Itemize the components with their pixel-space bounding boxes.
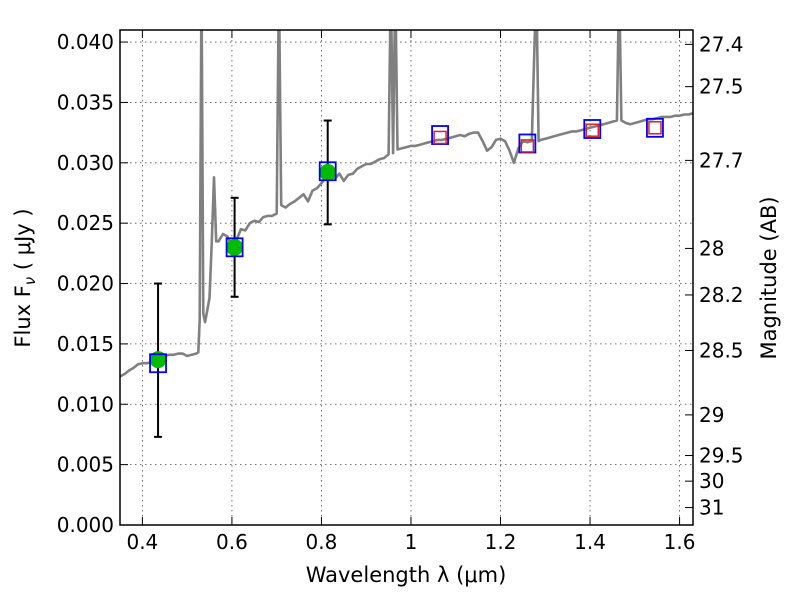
y-axis-label: Flux Fν ( μJy ) <box>11 208 39 347</box>
mag-tick-label: 27.4 <box>699 32 744 56</box>
y-tick-label: 0.040 <box>57 30 114 54</box>
observed-point <box>226 238 244 256</box>
x-tick-label: 0.8 <box>306 530 338 554</box>
mag-tick-label: 28.5 <box>699 338 744 362</box>
x-tick-label: 0.4 <box>126 530 158 554</box>
y-axis-label-prefix: Flux F <box>11 285 35 347</box>
model-square <box>318 161 337 182</box>
x-tick-label: 1.4 <box>574 530 606 554</box>
spectrum-line <box>120 30 693 378</box>
marker-layer <box>149 117 664 438</box>
limit-square <box>648 121 662 135</box>
y-axis-label-suffix: ( μJy ) <box>11 208 35 276</box>
limit-square <box>520 139 535 153</box>
x-tick-label: 1.2 <box>485 530 517 554</box>
x-tick-label: 0.6 <box>216 530 248 554</box>
y-tick-label: 0.025 <box>57 211 114 235</box>
ticks: 0.4 0.6 0.8 1 1.2 1.4 1.6 0.000 0.005 0.010 0.015 0… <box>57 30 744 554</box>
mag-tick-label: 29 <box>699 403 724 427</box>
x-axis-label: Wavelength λ (μm) <box>306 563 507 587</box>
y-axis-label-sub: ν <box>21 277 39 285</box>
mag-tick-label: 28 <box>699 236 724 260</box>
y-tick-label: 0.015 <box>57 332 114 356</box>
y-tick-label: 0.030 <box>57 151 114 175</box>
y-tick-label: 0.000 <box>57 513 114 537</box>
y-tick-label: 0.005 <box>57 453 114 477</box>
mag-tick-label: 29.5 <box>699 444 744 468</box>
model-square <box>225 237 244 258</box>
mag-tick-label: 28.2 <box>699 283 744 307</box>
model-square <box>149 353 167 374</box>
model-square <box>646 117 664 138</box>
mag-tick-label: 27.7 <box>699 148 744 172</box>
limit-square <box>585 123 600 137</box>
mag-tick-label: 30 <box>699 469 724 493</box>
mag-tick-label: 27.5 <box>699 75 744 99</box>
x-tick-label: 1.6 <box>664 530 696 554</box>
plot-frame <box>119 29 694 526</box>
limit-square <box>433 130 447 145</box>
y-tick-label: 0.035 <box>57 90 114 114</box>
model-square <box>583 119 602 139</box>
observed-point <box>319 163 337 181</box>
x-tick-label: 1 <box>405 530 418 554</box>
spectrum-layer <box>120 30 693 378</box>
y-tick-label: 0.010 <box>57 392 114 416</box>
y2-axis-label: Magnitude (AB) <box>757 196 781 359</box>
mag-tick-label: 31 <box>699 496 724 520</box>
grid-lines <box>120 30 693 526</box>
y-tick-label: 0.020 <box>57 272 114 296</box>
